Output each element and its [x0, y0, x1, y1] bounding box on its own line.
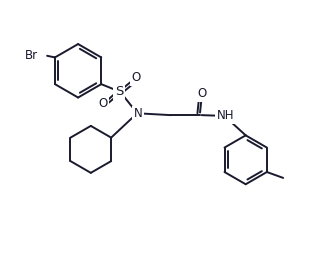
Text: O: O — [98, 97, 108, 110]
Text: NH: NH — [217, 109, 234, 122]
Text: Br: Br — [25, 49, 38, 62]
Text: S: S — [115, 85, 123, 98]
Text: N: N — [134, 107, 142, 120]
Text: O: O — [132, 71, 141, 84]
Text: O: O — [197, 87, 206, 100]
